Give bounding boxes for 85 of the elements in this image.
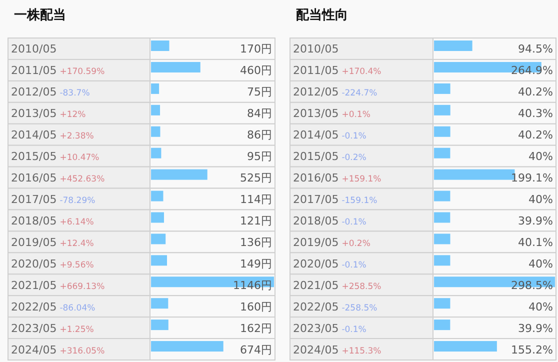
data-label: 162円 <box>240 322 272 335</box>
y-tick-label: 2018/05 +6.14% <box>11 214 94 228</box>
data-label: 199.1% <box>511 172 553 185</box>
data-label: 170円 <box>240 42 272 56</box>
bar <box>434 83 450 94</box>
y-tick-label: 2019/05 +0.2% <box>293 236 370 249</box>
y-tick-label: 2022/05 -258.5% <box>293 300 378 314</box>
data-label: 40% <box>528 300 553 314</box>
bar <box>434 40 472 51</box>
data-label: 114円 <box>240 193 272 206</box>
bar <box>151 148 162 158</box>
bar <box>434 126 450 137</box>
y-tick-label: 2018/05 -0.1% <box>293 214 366 228</box>
bar <box>151 190 164 202</box>
data-label: 95円 <box>247 150 272 164</box>
bar <box>151 341 224 352</box>
y-tick-label: 2012/05 -83.7% <box>11 86 90 99</box>
data-label: 160円 <box>240 300 272 314</box>
y-tick-label: 2013/05 +0.1% <box>293 107 370 120</box>
y-tick-label: 2024/05 +115.3% <box>293 343 382 356</box>
bar <box>434 341 497 352</box>
y-tick-label: 2022/05 -86.04% <box>11 300 96 314</box>
data-label: 86円 <box>247 128 272 142</box>
bar <box>434 255 450 266</box>
y-tick-label: 2017/05 -78.29% <box>11 193 96 206</box>
bar <box>434 148 450 158</box>
bar <box>151 169 208 180</box>
bar <box>151 255 167 266</box>
y-tick-label: 2014/05 -0.1% <box>293 128 366 142</box>
data-label: 94.5% <box>518 42 553 56</box>
y-tick-label: 2010/05 <box>293 42 339 56</box>
data-label: 39.9% <box>518 214 553 228</box>
y-tick-label: 2011/05 +170.4% <box>293 64 382 78</box>
data-label: 84円 <box>247 107 272 120</box>
y-tick-label: 2021/05 +258.5% <box>293 278 382 292</box>
y-tick-label: 2024/05 +316.05% <box>11 343 105 356</box>
y-tick-label: 2016/05 +159.1% <box>293 172 382 185</box>
data-label: 40.2% <box>518 86 553 99</box>
bar <box>434 104 450 116</box>
data-label: 149円 <box>240 257 272 270</box>
data-label: 40% <box>528 257 553 270</box>
bar <box>434 212 450 223</box>
y-tick-label: 2020/05 -0.1% <box>293 257 366 270</box>
data-label: 40% <box>528 150 553 164</box>
bar <box>434 298 450 309</box>
bar <box>151 62 200 72</box>
data-label: 39.9% <box>518 322 553 335</box>
bar <box>434 234 450 244</box>
data-label: 460円 <box>240 64 272 78</box>
y-tick-label: 2010/05 <box>11 42 57 56</box>
bar <box>151 83 160 94</box>
y-tick-label: 2019/05 +12.4% <box>11 236 94 249</box>
data-label: 155.2% <box>511 343 553 356</box>
data-label: 40.2% <box>518 128 553 142</box>
y-tick-label: 2017/05 -159.1% <box>293 193 378 206</box>
data-label: 40% <box>528 193 553 206</box>
y-tick-label: 2013/05 +12% <box>11 107 86 120</box>
data-label: 674円 <box>240 343 272 356</box>
data-label: 75円 <box>247 86 272 99</box>
y-tick-label: 2023/05 +1.25% <box>11 322 94 335</box>
y-tick-label: 2012/05 -224.7% <box>293 86 378 99</box>
bar <box>151 320 168 330</box>
y-tick-label: 2015/05 +10.47% <box>11 150 100 164</box>
y-tick-label: 2020/05 +9.56% <box>11 257 94 270</box>
y-tick-label: 2016/05 +452.63% <box>11 172 105 185</box>
bar <box>151 104 160 116</box>
y-tick-label: 2021/05 +669.13% <box>11 278 105 292</box>
bar <box>151 212 164 223</box>
y-tick-label: 2015/05 -0.2% <box>293 150 366 164</box>
bar <box>151 40 170 51</box>
bar <box>151 298 168 309</box>
data-label: 121円 <box>240 214 272 228</box>
data-label: 40.1% <box>518 236 553 249</box>
y-tick-label: 2014/05 +2.38% <box>11 128 94 142</box>
data-label: 40.3% <box>518 107 553 120</box>
bar <box>434 190 450 202</box>
y-tick-label: 2023/05 -0.1% <box>293 322 366 335</box>
data-label: 136円 <box>240 236 272 249</box>
text: 配当性向 <box>296 8 348 23</box>
data-label: 525円 <box>240 172 272 185</box>
text: 一株配当 <box>14 8 66 23</box>
bar <box>151 126 160 137</box>
bar <box>434 320 450 330</box>
y-tick-label: 2011/05 +170.59% <box>11 64 105 78</box>
bar <box>151 234 166 244</box>
